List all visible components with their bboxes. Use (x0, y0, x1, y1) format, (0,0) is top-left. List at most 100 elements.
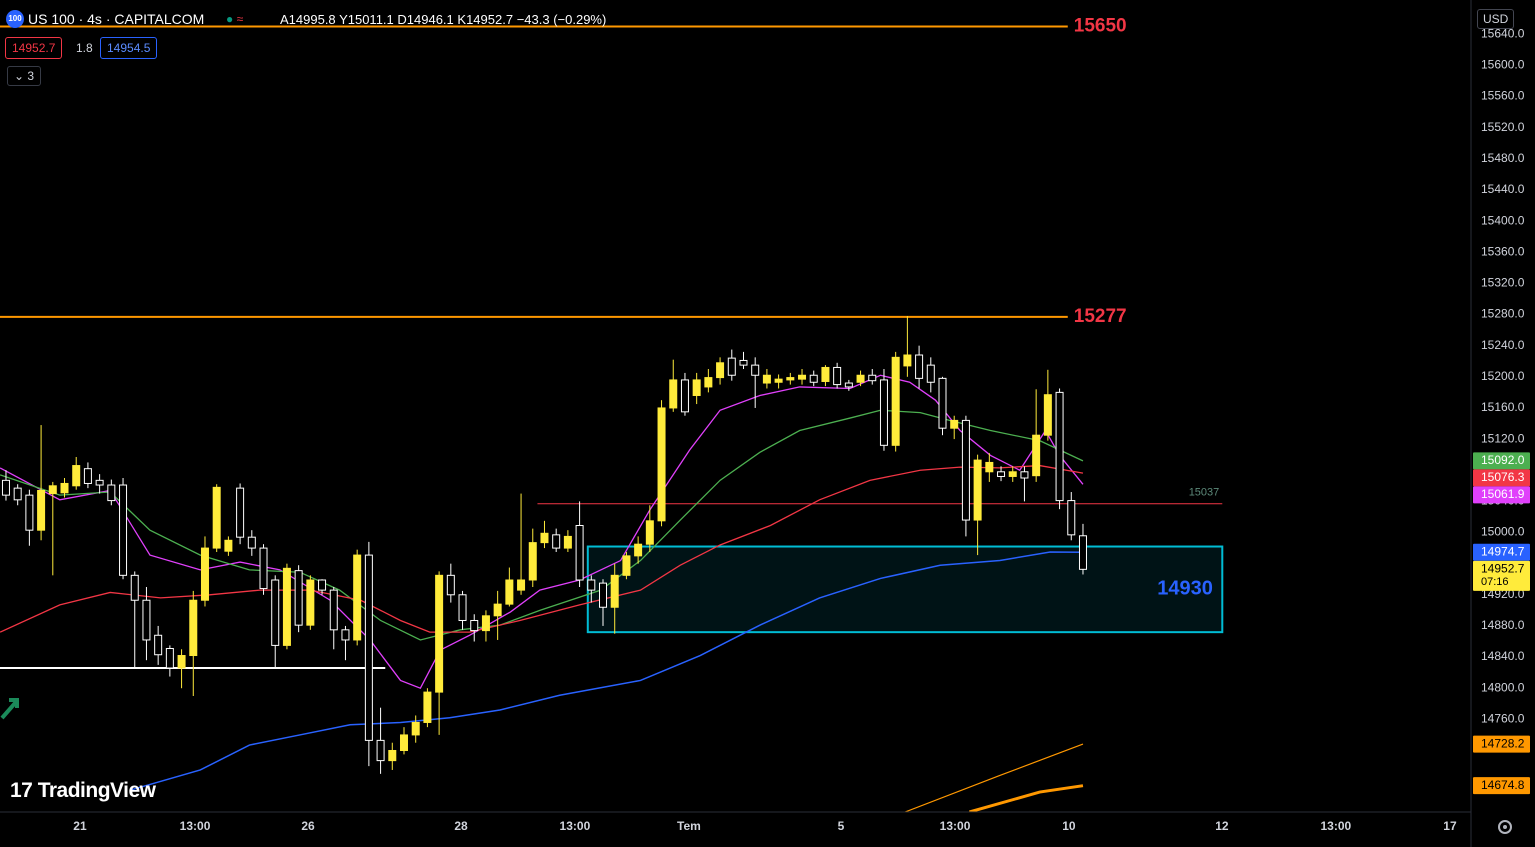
candle-body (224, 539, 233, 552)
y-tick-label: 15120.0 (1481, 431, 1525, 445)
candle-body (306, 579, 315, 626)
indicators-toggle[interactable]: ⌄ 3 (7, 66, 42, 86)
y-tick-label: 15480.0 (1481, 151, 1525, 165)
candle-body (891, 356, 900, 446)
candle-body (177, 655, 186, 669)
candle-body (563, 535, 572, 549)
candle-body (1020, 471, 1029, 479)
level-label: 15037 (1189, 487, 1220, 499)
candle-body (727, 357, 736, 376)
x-tick-label: Tem (677, 819, 701, 833)
price-badge (1473, 735, 1530, 753)
x-tick-label: 13:00 (1320, 819, 1351, 833)
candle-body (610, 574, 619, 608)
candle-body (809, 374, 818, 383)
candle-body (915, 354, 924, 379)
candle-body (1078, 535, 1087, 570)
zone (586, 545, 1224, 634)
candle-body (493, 603, 502, 617)
x-tick-label: 21 (73, 819, 87, 833)
candle-body (716, 362, 725, 379)
symbol-icon: 100 (6, 10, 24, 28)
y-tick-label: 15520.0 (1481, 120, 1525, 134)
moving-average (129, 551, 1083, 791)
zone-label: 14930 (1157, 578, 1213, 600)
candle-body (458, 594, 467, 621)
settings-icon[interactable] (1498, 820, 1512, 834)
y-tick-label: 15560.0 (1481, 89, 1525, 103)
candle-body (528, 542, 537, 581)
candle-body (997, 471, 1006, 477)
y-tick-label: 15320.0 (1481, 276, 1525, 290)
y-tick-label: 15640.0 (1481, 26, 1525, 40)
y-tick-label: 15360.0 (1481, 244, 1525, 258)
plot-area: 14930 15650 15277 15037 (0, 15, 1224, 812)
candle-body (1032, 434, 1041, 477)
candle-body (470, 619, 479, 632)
candle-body (282, 567, 291, 646)
candle-body (25, 494, 34, 531)
y-tick-label: 14880.0 (1481, 618, 1525, 632)
candle-body (423, 691, 432, 723)
level-label: 15650 (1074, 15, 1127, 36)
candle-body (798, 374, 807, 380)
x-tick-label: 13:00 (940, 819, 971, 833)
y-tick-label: 14760.0 (1481, 712, 1525, 726)
candle-body (353, 554, 362, 641)
ohlc-label: A (280, 12, 289, 27)
candle-body (130, 574, 139, 601)
price-badge (1473, 469, 1530, 487)
candle-body (938, 377, 947, 429)
y-tick-label: 15000.0 (1481, 525, 1525, 539)
candle-body (692, 379, 701, 396)
level-label: 15277 (1074, 306, 1127, 327)
x-tick-label: 5 (838, 819, 845, 833)
y-tick-label: 14840.0 (1481, 649, 1525, 663)
candle-body (517, 579, 526, 591)
moving-average (904, 743, 1084, 812)
price-badge-label: 15061.9 (1481, 487, 1525, 501)
x-tick-label: 10 (1062, 819, 1076, 833)
change: −43.3 (−0.29%) (516, 12, 607, 27)
y-tick-label: 15280.0 (1481, 307, 1525, 321)
price-badge (1473, 486, 1530, 504)
ohlc-value: 14995.8 (288, 12, 336, 27)
symbol-title[interactable]: US 100 · 4s · CAPITALCOM (28, 11, 205, 27)
price-badge-label: 07:16 (1481, 576, 1509, 588)
candle-body (575, 525, 584, 581)
sell-button[interactable]: 14952.7 (5, 37, 63, 59)
candle-body (739, 359, 748, 366)
candle-body (341, 629, 350, 641)
moving-average (0, 374, 1084, 690)
currency-button[interactable]: USD (1477, 9, 1515, 29)
y-tick-label: 15400.0 (1481, 213, 1525, 227)
ohlc-label: Y (339, 12, 348, 27)
ohlc-value: 14952.7 (466, 12, 514, 27)
y-tick-label: 15600.0 (1481, 58, 1525, 72)
x-tick-label: 13:00 (560, 819, 591, 833)
x-tick-label: 26 (301, 819, 315, 833)
candle-body (856, 374, 865, 383)
candle-body (189, 599, 198, 657)
candle-body (37, 489, 46, 531)
buy-button[interactable]: 14954.5 (100, 37, 158, 59)
candle-body (599, 582, 608, 608)
candle-body (844, 382, 853, 388)
candle-body (868, 374, 877, 382)
candle-body (1067, 500, 1076, 536)
candle-body (95, 479, 104, 486)
price-badge-label: 14728.2 (1481, 736, 1525, 750)
candle-body (903, 354, 912, 367)
candle-body (236, 487, 245, 538)
status-icons: ● ≈ (226, 12, 244, 26)
candle-body (680, 379, 689, 413)
candle-body (762, 374, 771, 384)
candle-body (364, 554, 373, 741)
candle-body (833, 366, 842, 386)
candle-body (505, 579, 514, 605)
candle-body (212, 486, 221, 549)
price-badge (1473, 777, 1530, 795)
